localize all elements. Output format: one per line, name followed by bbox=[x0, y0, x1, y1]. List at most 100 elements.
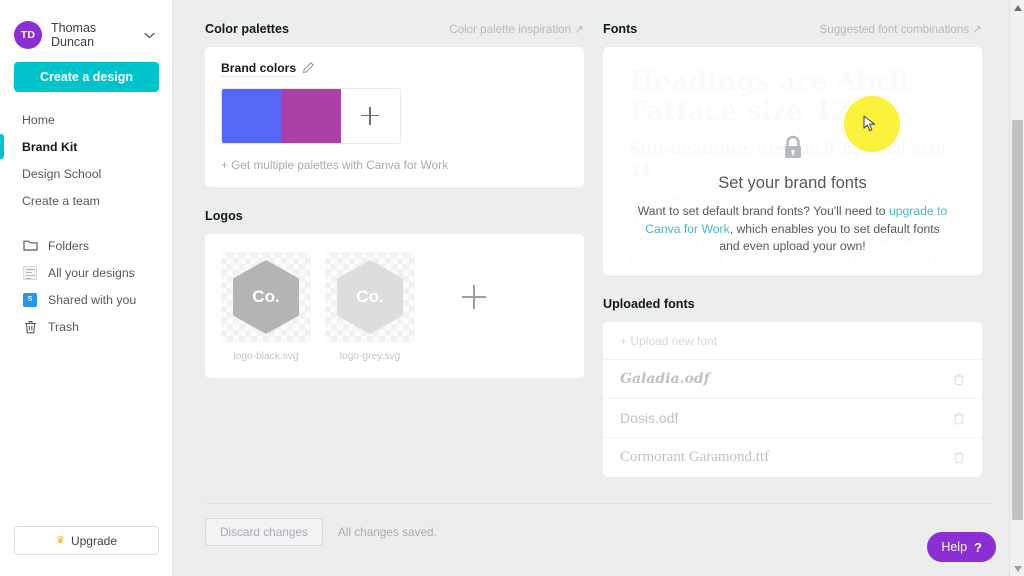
shared-badge: S bbox=[23, 292, 37, 307]
logo-item[interactable]: Co. logo-grey.svg bbox=[325, 252, 415, 362]
lock-icon bbox=[782, 135, 804, 166]
logo-text: Co. bbox=[356, 287, 384, 306]
crown-icon: ♛ bbox=[56, 535, 65, 546]
upload-new-font-button[interactable]: + Upload new font bbox=[603, 322, 982, 360]
content-area: Color palettes Color palette inspiration… bbox=[173, 0, 1024, 477]
vertical-scrollbar[interactable] bbox=[1009, 0, 1024, 576]
avatar-initials: TD bbox=[20, 29, 36, 41]
scroll-down-arrow-icon[interactable] bbox=[1010, 561, 1024, 576]
main-content: Color palettes Color palette inspiration… bbox=[173, 0, 1024, 576]
primary-nav: Home Brand Kit Design School Create a te… bbox=[0, 106, 172, 214]
color-palette-inspiration-link[interactable]: Color palette inspiration ↗ bbox=[449, 23, 584, 36]
designs-icon bbox=[22, 265, 38, 281]
overlay-text: Want to set default brand fonts? You'll … bbox=[634, 203, 952, 256]
delete-font-trash-icon[interactable] bbox=[953, 451, 965, 464]
color-swatch-1[interactable] bbox=[222, 89, 282, 143]
sidebar-item-label: Create a team bbox=[22, 193, 100, 208]
palette-title-row: Brand colors bbox=[221, 61, 568, 77]
fonts-title: Fonts bbox=[603, 22, 638, 36]
palette-name: Brand colors bbox=[221, 61, 297, 77]
trash-icon bbox=[22, 319, 38, 335]
help-label: Help bbox=[941, 540, 968, 554]
save-status: All changes saved. bbox=[337, 525, 437, 539]
footer-bar: Discard changes All changes saved. bbox=[205, 503, 992, 546]
logos-header: Logos bbox=[205, 209, 584, 225]
sidebar-item-label: Home bbox=[22, 112, 55, 127]
sidebar-item-label: Brand Kit bbox=[22, 139, 78, 154]
sidebar-item-folders[interactable]: Folders bbox=[0, 232, 172, 259]
pencil-icon[interactable] bbox=[303, 62, 315, 76]
avatar: TD bbox=[14, 21, 42, 49]
delete-font-trash-icon[interactable] bbox=[953, 412, 965, 425]
color-palettes-header: Color palettes Color palette inspiration… bbox=[205, 22, 584, 38]
logo-item[interactable]: Co. logo-black.svg bbox=[221, 252, 311, 362]
uploaded-fonts-header: Uploaded fonts bbox=[603, 297, 982, 313]
delete-font-trash-icon[interactable] bbox=[953, 373, 965, 386]
sidebar-item-trash[interactable]: Trash bbox=[0, 313, 172, 340]
fonts-card: Headings are Abril Fatface size 42 Sub-h… bbox=[603, 47, 982, 275]
add-logo-button[interactable] bbox=[429, 252, 519, 342]
create-a-design-button[interactable]: Create a design bbox=[14, 62, 159, 92]
discard-changes-button[interactable]: Discard changes bbox=[205, 518, 323, 546]
hexagon-logo-icon: Co. bbox=[337, 260, 403, 334]
upgrade-section: ♛ Upgrade bbox=[14, 526, 159, 555]
page-title: Color palettes bbox=[205, 22, 289, 36]
columns: Color palettes Color palette inspiration… bbox=[205, 22, 992, 477]
logo-filename: logo-black.svg bbox=[233, 351, 299, 362]
user-menu[interactable]: TD Thomas Duncan bbox=[0, 0, 172, 52]
logos-title: Logos bbox=[205, 209, 243, 223]
hexagon-logo-icon: Co. bbox=[233, 260, 299, 334]
sidebar-item-shared-with-you[interactable]: S Shared with you bbox=[0, 286, 172, 313]
sidebar-item-create-a-team[interactable]: Create a team bbox=[0, 187, 172, 214]
overlay-title: Set your brand fonts bbox=[718, 174, 867, 192]
sidebar-item-all-your-designs[interactable]: All your designs bbox=[0, 259, 172, 286]
sidebar-item-label: All your designs bbox=[48, 265, 135, 280]
plus-icon bbox=[462, 285, 486, 309]
font-filename: Dosis.odf bbox=[620, 410, 679, 426]
uploaded-font-row[interactable]: Dosis.odf bbox=[603, 399, 982, 438]
color-swatch-2[interactable] bbox=[281, 89, 341, 143]
logo-thumbnail: Co. bbox=[325, 252, 415, 342]
fonts-locked-overlay: Set your brand fonts Want to set default… bbox=[603, 47, 982, 275]
help-button[interactable]: Help ? bbox=[927, 532, 996, 562]
suggested-font-combinations-link[interactable]: Suggested font combinations ↗ bbox=[819, 23, 982, 36]
sidebar-item-label: Trash bbox=[48, 319, 79, 334]
logo-text: Co. bbox=[252, 287, 280, 306]
left-column: Color palettes Color palette inspiration… bbox=[205, 22, 584, 378]
logo-filename: logo-grey.svg bbox=[339, 351, 401, 362]
question-mark-icon: ? bbox=[974, 539, 982, 555]
upgrade-label: Upgrade bbox=[70, 533, 117, 548]
right-column: Fonts Suggested font combinations ↗ Head… bbox=[603, 22, 982, 477]
logos-card: Co. logo-black.svg Co. logo-grey bbox=[205, 234, 584, 378]
add-color-button[interactable] bbox=[341, 89, 400, 143]
chevron-down-icon bbox=[144, 32, 155, 39]
uploaded-font-row[interactable]: Galadia.odf bbox=[603, 360, 982, 399]
active-indicator bbox=[0, 134, 4, 159]
fonts-header: Fonts Suggested font combinations ↗ bbox=[603, 22, 982, 38]
logo-thumbnail: Co. bbox=[221, 252, 311, 342]
font-filename: Cormorant Garamond.ttf bbox=[620, 449, 770, 465]
get-multiple-palettes-link[interactable]: + Get multiple palettes with Canva for W… bbox=[221, 158, 448, 172]
sidebar-item-design-school[interactable]: Design School bbox=[0, 160, 172, 187]
brand-color-swatches bbox=[221, 88, 401, 144]
upgrade-button[interactable]: ♛ Upgrade bbox=[14, 526, 159, 555]
overlay-text-after: , which enables you to set default fonts… bbox=[719, 221, 940, 254]
scrollbar-thumb[interactable] bbox=[1012, 120, 1023, 520]
overlay-text-before: Want to set default brand fonts? You'll … bbox=[637, 204, 889, 218]
uploaded-fonts-title: Uploaded fonts bbox=[603, 297, 695, 311]
sidebar-item-label: Folders bbox=[48, 238, 90, 253]
sidebar-item-label: Shared with you bbox=[48, 292, 137, 307]
sidebar: TD Thomas Duncan Create a design Home Br… bbox=[0, 0, 173, 576]
sidebar-item-brand-kit[interactable]: Brand Kit bbox=[0, 133, 172, 160]
secondary-nav: Folders All your designs S Shared with y… bbox=[0, 232, 172, 340]
uploaded-fonts-card: + Upload new font Galadia.odf Dosis.odf bbox=[603, 322, 982, 477]
sidebar-item-home[interactable]: Home bbox=[0, 106, 172, 133]
user-name: Thomas Duncan bbox=[51, 21, 97, 49]
color-palettes-card: Brand colors + Get multip bbox=[205, 47, 584, 187]
upgrade-to-canva-for-work-link[interactable]: upgrade to Canva for Work bbox=[645, 204, 948, 236]
scroll-up-arrow-icon[interactable] bbox=[1010, 0, 1024, 15]
shared-icon: S bbox=[22, 292, 38, 308]
uploaded-font-row[interactable]: Cormorant Garamond.ttf bbox=[603, 438, 982, 477]
sidebar-item-label: Design School bbox=[22, 166, 102, 181]
